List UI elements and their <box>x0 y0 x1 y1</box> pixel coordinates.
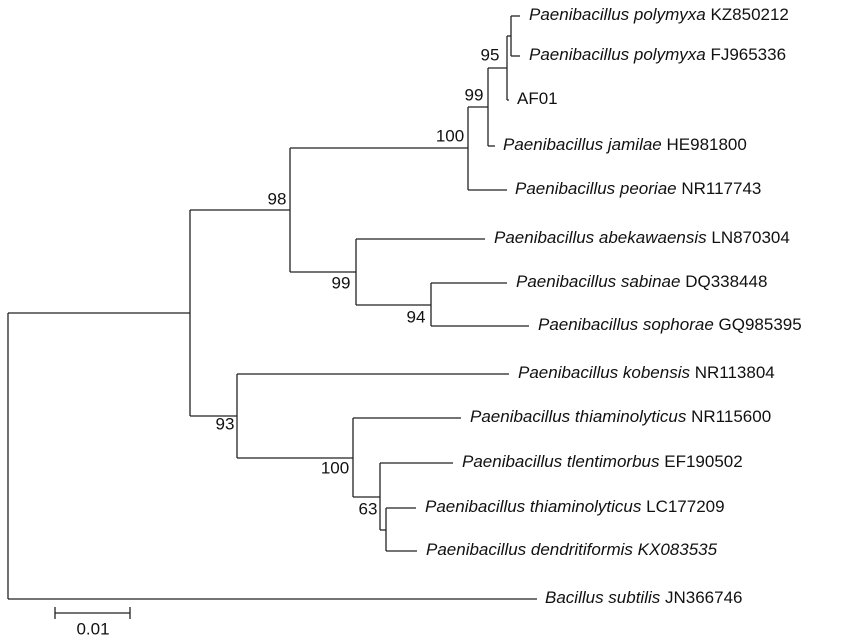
taxon-name: Paenibacillus dendritiformis <box>426 540 633 559</box>
accession: HE981800 <box>667 135 747 154</box>
leaf-label: Paenibacillus jamilae HE981800 <box>503 135 747 154</box>
branches <box>7 15 537 619</box>
bootstrap-value: 100 <box>436 126 464 145</box>
taxon-name: Paenibacillus tlentimorbus <box>462 452 660 471</box>
accession: KZ850212 <box>710 5 788 24</box>
taxon-name: Paenibacillus sophorae <box>538 315 714 334</box>
bootstrap-value: 93 <box>216 414 235 433</box>
leaf-label: Paenibacillus polymyxa KZ850212 <box>529 5 789 24</box>
taxon-name: Paenibacillus sabinae <box>516 272 680 291</box>
accession: GQ985395 <box>719 315 802 334</box>
leaf-label: Paenibacillus thiaminolyticus LC177209 <box>425 497 725 516</box>
leaf-label: Paenibacillus sophorae GQ985395 <box>538 315 802 334</box>
accession: NR115600 <box>691 407 771 426</box>
bootstrap-value: 100 <box>321 458 349 477</box>
accession: NR117743 <box>681 179 761 198</box>
accession: NR113804 <box>695 363 775 382</box>
bootstrap-value: 95 <box>481 45 500 64</box>
accession: KX083535 <box>638 540 718 559</box>
leaf-label: Paenibacillus sabinae DQ338448 <box>516 272 767 291</box>
leaf-label: Paenibacillus abekawaensis LN870304 <box>494 228 790 247</box>
accession: DQ338448 <box>685 272 767 291</box>
leaf-label: Paenibacillus peoriae NR117743 <box>515 179 761 198</box>
bootstrap-value: 98 <box>268 189 287 208</box>
taxon-name: Paenibacillus peoriae <box>515 179 677 198</box>
taxon-name: AF01 <box>517 89 558 108</box>
taxon-name: Paenibacillus abekawaensis <box>494 228 707 247</box>
leaf-label: Paenibacillus thiaminolyticus NR115600 <box>470 407 771 426</box>
bootstrap-value: 99 <box>465 85 484 104</box>
leaf-label: Paenibacillus kobensis NR113804 <box>518 363 775 382</box>
leaf-label: Paenibacillus polymyxa FJ965336 <box>529 45 786 64</box>
taxon-name: Paenibacillus polymyxa <box>529 5 706 24</box>
bootstrap-value: 63 <box>359 499 378 518</box>
taxon-name: Paenibacillus thiaminolyticus <box>470 407 687 426</box>
leaf-label: Paenibacillus tlentimorbus EF190502 <box>462 452 743 471</box>
accession: LC177209 <box>646 497 724 516</box>
leaf-label: Bacillus subtilis JN366746 <box>545 588 743 607</box>
taxon-name: Paenibacillus thiaminolyticus <box>425 497 642 516</box>
accession: LN870304 <box>711 228 789 247</box>
bootstrap-value: 94 <box>407 307 426 326</box>
taxon-name: Paenibacillus jamilae <box>503 135 662 154</box>
accession: JN366746 <box>665 588 743 607</box>
accession: FJ965336 <box>710 45 786 64</box>
taxon-name: Bacillus subtilis <box>545 588 661 607</box>
taxon-name: Paenibacillus polymyxa <box>529 45 706 64</box>
bootstrap-value: 99 <box>332 273 351 292</box>
leaf-label: AF01 <box>517 89 558 108</box>
taxon-name: Paenibacillus kobensis <box>518 363 690 382</box>
scale-bar-label: 0.01 <box>76 619 109 638</box>
accession: EF190502 <box>664 452 742 471</box>
leaf-label: Paenibacillus dendritiformis KX083535 <box>426 540 718 559</box>
